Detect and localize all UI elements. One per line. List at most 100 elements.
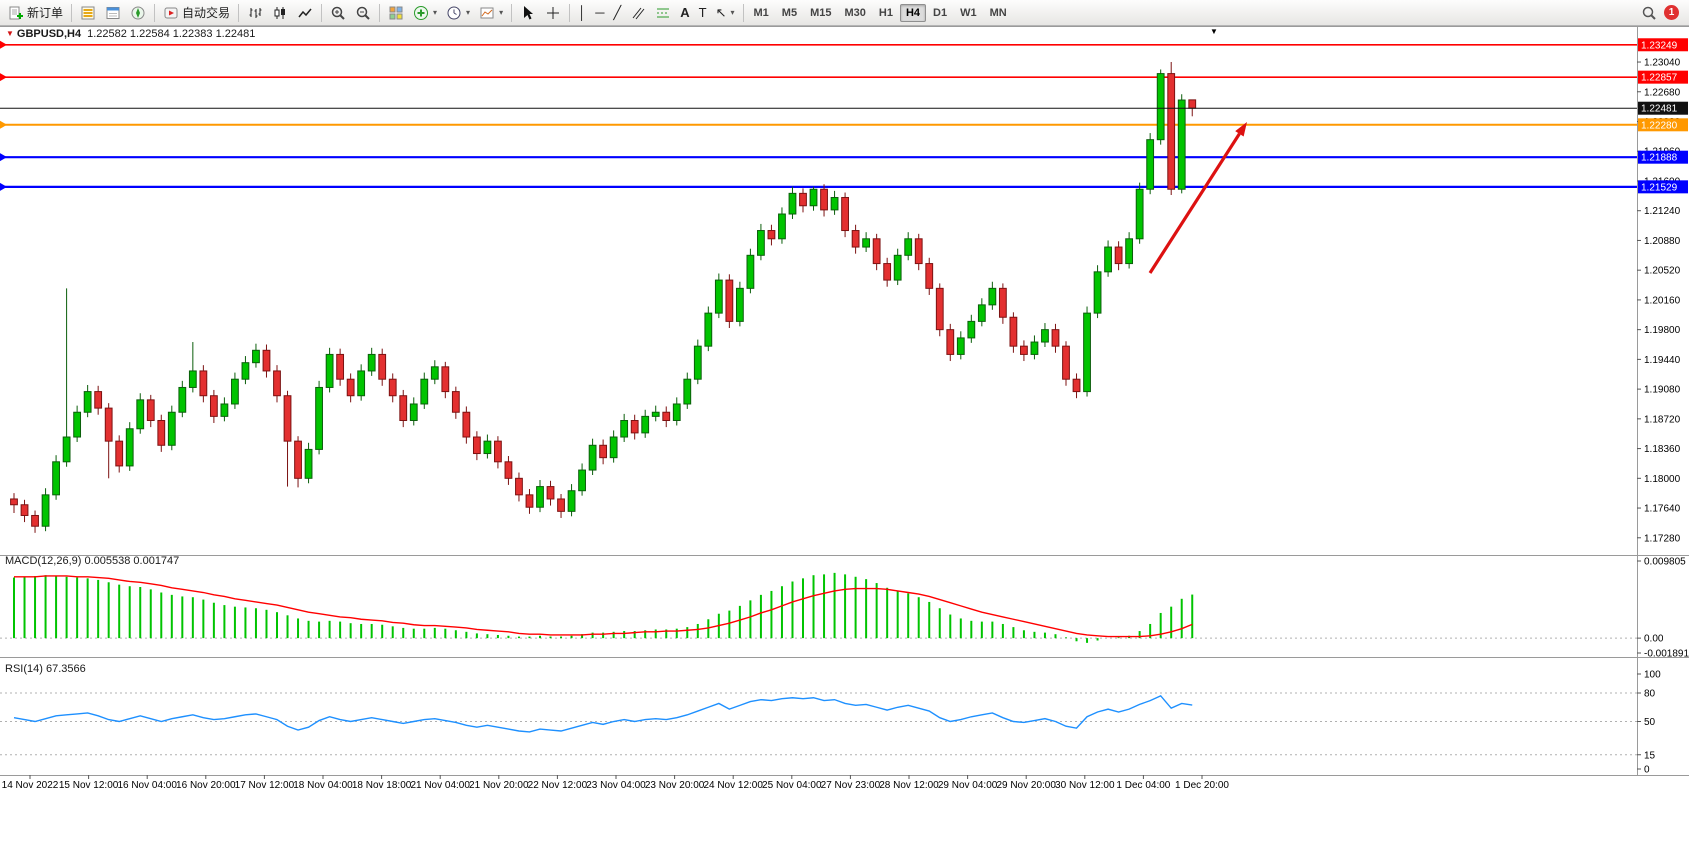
svg-text:1.21888: 1.21888	[1641, 153, 1678, 164]
timeframe-h1-button[interactable]: H1	[873, 4, 899, 22]
search-button[interactable]	[1637, 3, 1661, 23]
svg-text:1.22481: 1.22481	[1641, 104, 1678, 115]
bar-chart-icon	[249, 7, 262, 18]
svg-text:15: 15	[1644, 750, 1656, 761]
autotrading-button[interactable]: 自动交易	[159, 3, 234, 23]
notification-badge[interactable]: 1	[1664, 5, 1679, 20]
svg-text:25 Nov 04:00: 25 Nov 04:00	[762, 780, 822, 791]
svg-text:1.17640: 1.17640	[1644, 504, 1681, 515]
horizontal-line-button[interactable]: ─	[591, 3, 608, 23]
svg-text:1.20880: 1.20880	[1644, 236, 1681, 247]
svg-text:15 Nov 12:00: 15 Nov 12:00	[59, 780, 119, 791]
timeframe-h4-button[interactable]: H4	[899, 3, 927, 22]
crosshair-button[interactable]	[541, 3, 565, 23]
text-label-icon: T	[698, 5, 707, 20]
zoom-out-icon	[356, 6, 370, 20]
autotrading-icon	[164, 7, 178, 18]
svg-text:0.00: 0.00	[1644, 634, 1664, 645]
text-button[interactable]: A	[676, 3, 693, 23]
vertical-line-icon: │	[578, 5, 587, 20]
text-icon: A	[680, 5, 690, 20]
tile-windows-button[interactable]	[384, 3, 408, 23]
timeframe-m15-button[interactable]: M15	[804, 4, 837, 22]
timeframe-d1-button[interactable]: D1	[927, 4, 953, 22]
line-chart-button[interactable]	[293, 3, 317, 23]
arrows-icon: ↖	[715, 5, 727, 20]
svg-text:1.18000: 1.18000	[1644, 474, 1681, 485]
templates-button[interactable]: ▾	[475, 3, 507, 23]
line-chart-icon	[298, 8, 312, 17]
new-order-label: 新订单	[27, 6, 64, 20]
fibonacci-button[interactable]	[651, 3, 675, 23]
periods-icon	[447, 6, 461, 19]
toolbar-separator	[379, 3, 381, 22]
templates-icon	[480, 7, 494, 18]
svg-text:0.009805: 0.009805	[1644, 557, 1686, 568]
price-chart-canvas[interactable]: 1.230401.226801.223201.219601.216001.212…	[0, 26, 1689, 862]
cursor-icon	[524, 5, 534, 19]
timeframe-w1-button[interactable]: W1	[954, 4, 983, 22]
trendline-button[interactable]: ╱	[609, 3, 625, 23]
chart-area[interactable]: 1.230401.226801.223201.219601.216001.212…	[0, 26, 1689, 862]
zoom-out-button[interactable]	[351, 3, 375, 23]
market-watch-button[interactable]	[76, 3, 100, 23]
svg-text:100: 100	[1644, 670, 1661, 681]
new-order-icon	[9, 6, 23, 19]
svg-text:30 Nov 12:00: 30 Nov 12:00	[1055, 780, 1115, 791]
navigator-icon	[131, 6, 145, 19]
timeframe-m5-button[interactable]: M5	[776, 4, 803, 22]
dropdown-arrow-icon: ▾	[433, 8, 438, 17]
toolbar: 新订单 自动交易 ▾ ▾ ▾ │ ─ ╱ A T ↖ ▾ M1 M5 M15 M3…	[0, 0, 1689, 26]
timeframe-m1-button[interactable]: M1	[748, 4, 775, 22]
dropdown-arrow-icon: ▾	[499, 8, 504, 17]
toolbar-separator	[154, 3, 156, 22]
svg-text:1.22280: 1.22280	[1641, 120, 1678, 131]
toolbar-separator	[742, 3, 744, 22]
zoom-in-button[interactable]	[326, 3, 350, 23]
autotrading-label: 自动交易	[182, 6, 231, 20]
svg-text:1.20160: 1.20160	[1644, 295, 1681, 306]
svg-text:50: 50	[1644, 717, 1656, 728]
svg-text:0: 0	[1644, 765, 1650, 776]
svg-text:24 Nov 12:00: 24 Nov 12:00	[703, 780, 763, 791]
svg-text:1.23040: 1.23040	[1644, 58, 1681, 69]
channel-button[interactable]	[626, 3, 650, 23]
bar-chart-button[interactable]	[243, 3, 267, 23]
text-label-button[interactable]: T	[695, 3, 711, 23]
indicators-button[interactable]: ▾	[409, 3, 441, 23]
svg-text:1.19080: 1.19080	[1644, 385, 1681, 396]
candlestick-chart-icon	[274, 6, 286, 19]
toolbar-separator	[71, 3, 73, 22]
indicators-icon	[414, 5, 429, 20]
svg-text:1.18360: 1.18360	[1644, 444, 1681, 455]
timeframe-mn-button[interactable]: MN	[984, 4, 1013, 22]
svg-text:1.20520: 1.20520	[1644, 266, 1681, 277]
channel-icon	[632, 7, 645, 19]
svg-text:1 Dec 04:00: 1 Dec 04:00	[1116, 780, 1170, 791]
svg-text:18 Nov 04:00: 18 Nov 04:00	[293, 780, 353, 791]
toolbar-separator	[569, 3, 571, 22]
data-window-icon	[106, 6, 120, 19]
svg-text:1.22857: 1.22857	[1641, 73, 1678, 84]
svg-text:23 Nov 04:00: 23 Nov 04:00	[586, 780, 646, 791]
timeframe-m30-button[interactable]: M30	[838, 4, 871, 22]
arrows-button[interactable]: ↖ ▾	[712, 3, 739, 23]
svg-text:1.18720: 1.18720	[1644, 414, 1681, 425]
toolbar-separator	[511, 3, 513, 22]
tile-windows-icon	[389, 6, 403, 19]
dropdown-arrow-icon: ▾	[730, 8, 735, 17]
periods-button[interactable]: ▾	[442, 3, 474, 23]
svg-text:16 Nov 04:00: 16 Nov 04:00	[117, 780, 177, 791]
cursor-button[interactable]	[516, 3, 540, 23]
vertical-line-button[interactable]: │	[574, 3, 590, 23]
data-window-button[interactable]	[101, 3, 125, 23]
svg-text:1.19440: 1.19440	[1644, 355, 1681, 366]
svg-text:29 Nov 20:00: 29 Nov 20:00	[996, 780, 1056, 791]
navigator-button[interactable]	[126, 3, 150, 23]
fibonacci-icon	[657, 8, 670, 17]
svg-text:29 Nov 04:00: 29 Nov 04:00	[938, 780, 998, 791]
svg-text:21 Nov 20:00: 21 Nov 20:00	[469, 780, 529, 791]
svg-text:22 Nov 12:00: 22 Nov 12:00	[528, 780, 588, 791]
new-order-button[interactable]: 新订单	[4, 3, 67, 23]
candlestick-chart-button[interactable]	[268, 3, 292, 23]
